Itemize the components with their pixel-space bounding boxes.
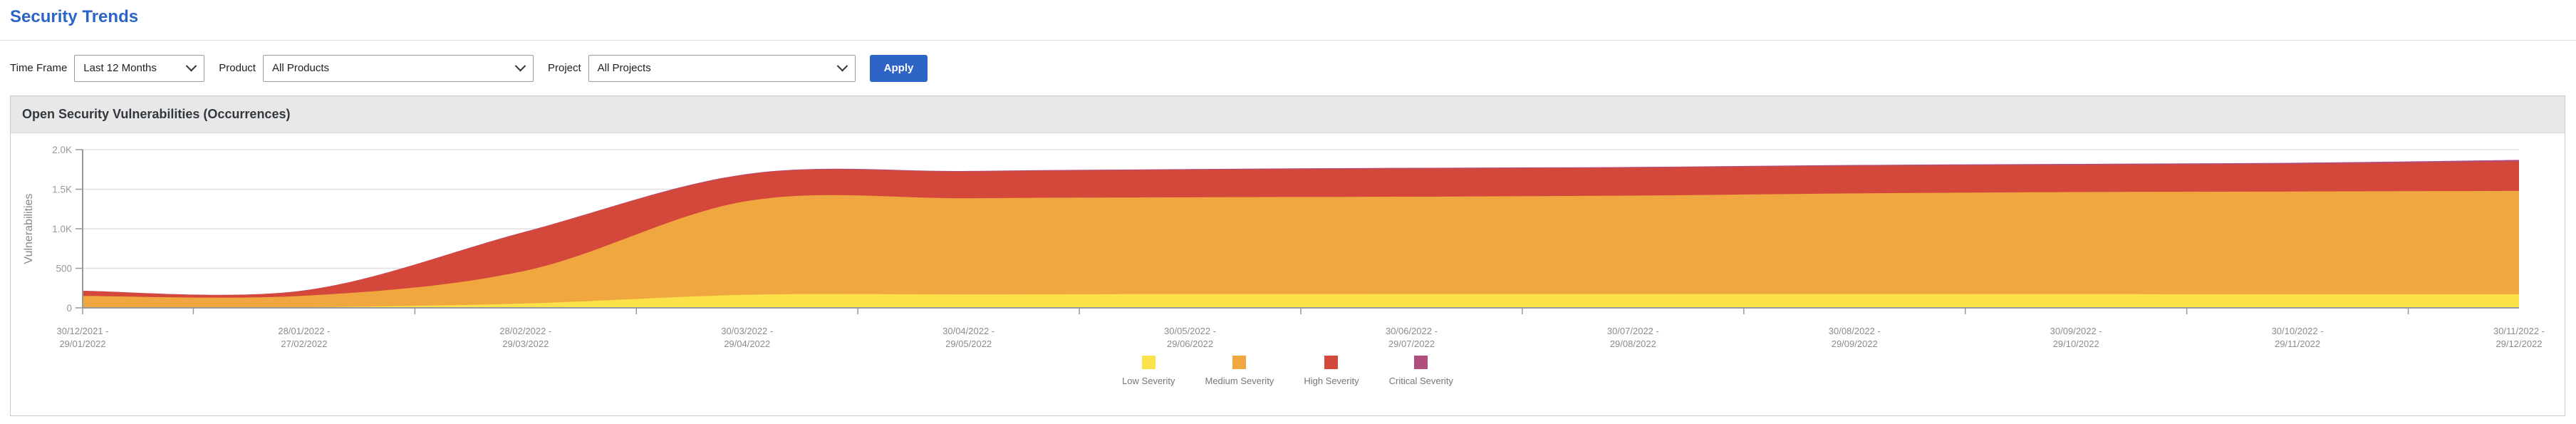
- panel-title: Open Security Vulnerabilities (Occurrenc…: [11, 96, 2565, 133]
- x-tick-label: 30/08/2022 -29/09/2022: [1829, 326, 1881, 349]
- area-medium-severity: [83, 190, 2519, 308]
- x-tick-label: 30/07/2022 -29/08/2022: [1607, 326, 1659, 349]
- y-tick-label: 0: [66, 303, 72, 314]
- chart-area: 0 500 1.0K 1.5K 2.0K 30/12/2021 -29/01/2022 28…: [11, 133, 2565, 415]
- x-tick-label: 30/12/2021 -29/01/2022: [56, 326, 108, 349]
- chevron-down-icon: [836, 60, 848, 72]
- legend-item-medium: Medium Severity: [1205, 356, 1274, 386]
- x-tick-label: 30/09/2022 -29/10/2022: [2050, 326, 2102, 349]
- y-tick-label: 1.0K: [52, 224, 72, 234]
- project-select[interactable]: All Projects: [588, 54, 856, 82]
- y-tick-label: 1.5K: [52, 185, 72, 195]
- x-tick-label: 30/04/2022 -29/05/2022: [942, 326, 994, 349]
- area-low-severity: [83, 294, 2519, 308]
- x-tick-label: 30/06/2022 -29/07/2022: [1386, 326, 1438, 349]
- project-value: All Projects: [597, 62, 651, 74]
- legend-item-low: Low Severity: [1122, 356, 1175, 386]
- chevron-down-icon: [514, 60, 526, 72]
- x-tick-label: 28/01/2022 -27/02/2022: [278, 326, 330, 349]
- legend-item-critical: Critical Severity: [1389, 356, 1453, 386]
- time-frame-value: Last 12 Months: [83, 62, 157, 74]
- chevron-down-icon: [186, 60, 197, 72]
- time-frame-select[interactable]: Last 12 Months: [74, 54, 205, 82]
- x-tick-label: 28/02/2022 -29/03/2022: [499, 326, 551, 349]
- legend-swatch-low: [1141, 356, 1155, 369]
- x-tick-label: 30/03/2022 -29/04/2022: [721, 326, 773, 349]
- apply-button[interactable]: Apply: [869, 54, 928, 82]
- legend-item-high: High Severity: [1304, 356, 1359, 386]
- product-value: All Products: [271, 62, 330, 74]
- chart-legend: Low Severity Medium Severity High Severi…: [11, 356, 2565, 386]
- legend-label-low: Low Severity: [1122, 376, 1175, 386]
- filter-bar: Time Frame Last 12 Months Product All Pr…: [0, 41, 2576, 95]
- y-tick-label: 2.0K: [52, 145, 72, 155]
- legend-label-medium: Medium Severity: [1205, 376, 1274, 386]
- legend-swatch-high: [1324, 356, 1339, 369]
- y-axis-title: Vulnerabilities: [23, 193, 35, 264]
- page-header: Security Trends: [0, 0, 2576, 41]
- product-label: Product: [219, 62, 256, 74]
- vulnerabilities-panel: Open Security Vulnerabilities (Occurrenc…: [10, 95, 2565, 416]
- legend-swatch-critical: [1414, 356, 1428, 369]
- project-label: Project: [547, 62, 581, 74]
- legend-label-critical: Critical Severity: [1388, 376, 1453, 386]
- product-select[interactable]: All Products: [262, 54, 534, 82]
- time-frame-label: Time Frame: [10, 62, 68, 74]
- page-title: Security Trends: [10, 7, 139, 26]
- x-tick-label: 30/11/2022 -29/12/2022: [2493, 326, 2545, 349]
- y-tick-label: 500: [56, 264, 72, 274]
- legend-label-high: High Severity: [1304, 376, 1359, 386]
- x-tick-label: 30/05/2022 -29/06/2022: [1164, 326, 1216, 349]
- vulnerabilities-chart: 0 500 1.0K 1.5K 2.0K 30/12/2021 -29/01/2022 28…: [23, 145, 2545, 349]
- legend-swatch-medium: [1232, 356, 1247, 369]
- x-tick-label: 30/10/2022 -29/11/2022: [2272, 326, 2324, 349]
